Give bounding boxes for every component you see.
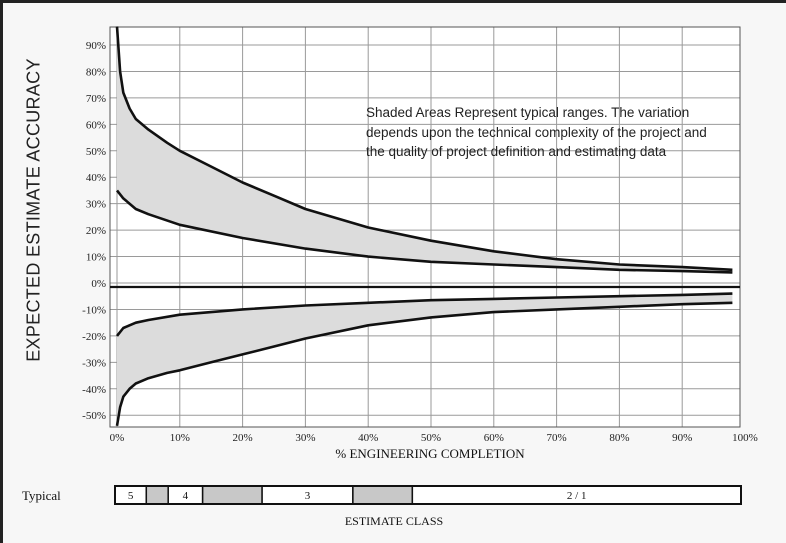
estimate-class-segment — [145, 485, 169, 505]
series-line-lower-high — [115, 292, 733, 337]
lower-shaded-band — [117, 293, 733, 426]
estimate-class-segment-label: 3 — [305, 490, 311, 502]
x-tick-label: 70% — [547, 432, 567, 444]
estimate-class-segment — [352, 485, 414, 505]
series-line-lower-low — [115, 301, 733, 427]
x-tick-label: 30% — [295, 432, 315, 444]
estimate-class-bar: 5 4 3 2 / 1 — [114, 485, 742, 505]
x-tick-label: 10% — [170, 432, 190, 444]
x-tick-label: 100% — [732, 432, 758, 444]
estimate-class-segment-label: 2 / 1 — [567, 490, 587, 502]
grid — [109, 26, 741, 428]
y-tick-label: 0% — [91, 278, 106, 290]
x-tick-label: 50% — [421, 432, 441, 444]
y-tick-label: 20% — [86, 225, 106, 237]
y-tick-label: -40% — [82, 384, 106, 396]
annotation-text: Shaded Areas Represent typical ranges. T… — [366, 105, 707, 159]
y-tick-label: 80% — [86, 66, 106, 78]
estimate-class-title: ESTIMATE CLASS — [344, 514, 444, 528]
y-tick-label: 50% — [86, 146, 106, 158]
x-tick-label: 80% — [609, 432, 629, 444]
y-tick-label: 90% — [86, 40, 106, 52]
x-axis-label: % ENGINEERING COMPLETION — [335, 446, 525, 461]
estimate-class-row-label: Typical — [22, 488, 61, 503]
estimate-class-segment-label: 4 — [183, 490, 189, 502]
x-tick-label: 40% — [358, 432, 378, 444]
x-tick-labels: 0% 10% 20% 30% 40% 50% 60% 70% 80% 90% 100% — [110, 432, 758, 444]
y-tick-labels: 90% 80% 70% 60% 50% 40% 30% 20% 10% 0% -10% -20% -30… — [82, 40, 106, 422]
estimate-class-segment-label: 5 — [128, 490, 134, 502]
x-tick-label: 0% — [110, 432, 125, 444]
upper-shaded-band — [117, 26, 733, 273]
estimate-class-outline — [114, 485, 742, 505]
y-tick-label: -10% — [82, 304, 106, 316]
y-tick-label: 40% — [86, 172, 106, 184]
shaded-bands — [117, 26, 733, 426]
y-tick-label: 30% — [86, 199, 106, 211]
y-tick-label: 70% — [86, 93, 106, 105]
estimate-class-segment — [201, 485, 263, 505]
x-tick-label: 90% — [672, 432, 692, 444]
y-tick-label: 10% — [86, 252, 106, 264]
y-tick-label: -30% — [82, 357, 106, 369]
series-line-upper-high — [115, 26, 733, 272]
band-boundaries — [110, 26, 740, 427]
x-tick-label: 60% — [484, 432, 504, 444]
y-tick-label: 60% — [86, 119, 106, 131]
y-tick-label: -20% — [82, 331, 106, 343]
series-line-upper-low — [115, 189, 733, 274]
plot-border — [109, 26, 741, 428]
y-axis-label: EXPECTED ESTIMATE ACCURACY — [23, 58, 44, 362]
y-tick-label: -50% — [82, 410, 106, 422]
x-tick-label: 20% — [233, 432, 253, 444]
